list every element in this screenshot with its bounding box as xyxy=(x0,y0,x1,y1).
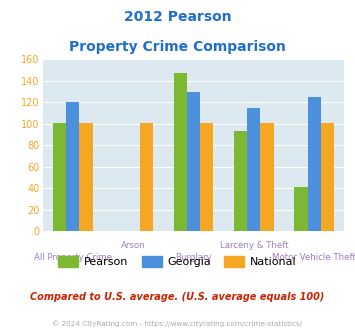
Bar xyxy=(307,97,321,231)
Legend: Pearson, Georgia, National: Pearson, Georgia, National xyxy=(54,251,301,272)
Text: © 2024 CityRating.com - https://www.cityrating.com/crime-statistics/: © 2024 CityRating.com - https://www.city… xyxy=(53,320,302,327)
Text: 2012 Pearson: 2012 Pearson xyxy=(124,10,231,24)
Bar xyxy=(294,187,307,231)
Text: Larceny & Theft: Larceny & Theft xyxy=(219,241,288,250)
Bar xyxy=(140,123,153,231)
Text: Property Crime Comparison: Property Crime Comparison xyxy=(69,40,286,53)
Bar xyxy=(200,123,213,231)
Bar xyxy=(53,123,66,231)
Text: Compared to U.S. average. (U.S. average equals 100): Compared to U.S. average. (U.S. average … xyxy=(30,292,325,302)
Bar xyxy=(234,131,247,231)
Text: Burglary: Burglary xyxy=(175,253,212,262)
Bar xyxy=(187,91,200,231)
Bar xyxy=(174,73,187,231)
Bar xyxy=(80,123,93,231)
Text: Arson: Arson xyxy=(121,241,146,250)
Text: All Property Crime: All Property Crime xyxy=(34,253,112,262)
Bar xyxy=(261,123,274,231)
Bar xyxy=(321,123,334,231)
Bar xyxy=(247,108,261,231)
Bar xyxy=(66,102,80,231)
Text: Motor Vehicle Theft: Motor Vehicle Theft xyxy=(272,253,355,262)
